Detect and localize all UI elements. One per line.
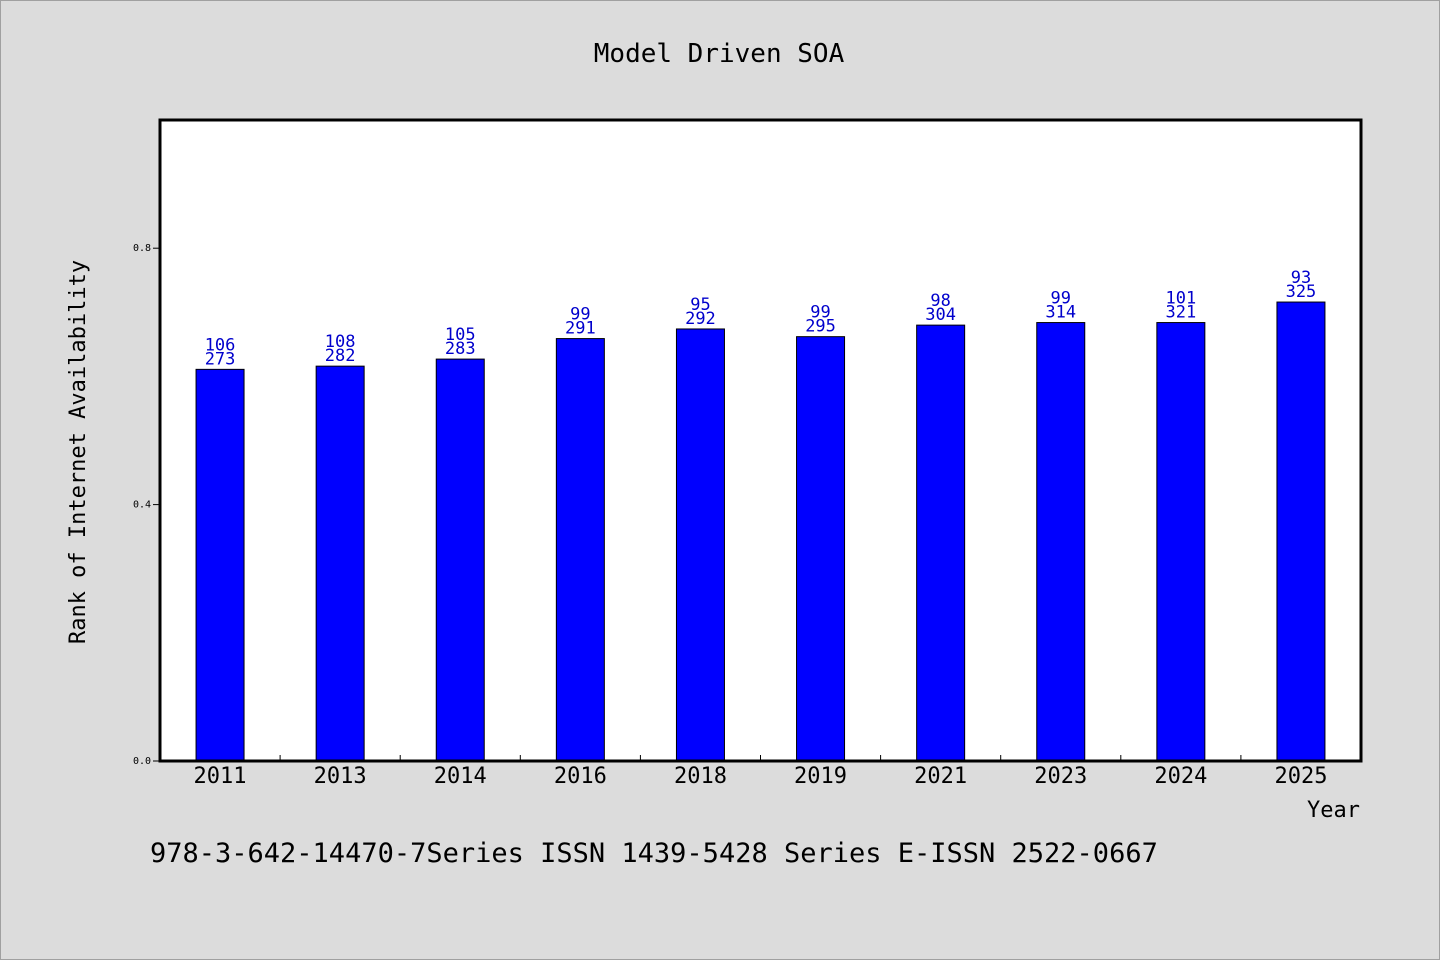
x-tick-label: 2024 <box>1154 764 1207 789</box>
data-label-top: 106 <box>205 335 236 355</box>
bar-2011 <box>195 368 245 762</box>
bar-2019 <box>796 336 846 762</box>
y-tick-label: 0.4 <box>133 500 151 511</box>
x-tick-label: 2016 <box>554 764 607 789</box>
x-axis-label: Year <box>1307 798 1360 823</box>
x-tick-label: 2014 <box>434 764 487 789</box>
data-label-top: 95 <box>690 295 710 315</box>
y-axis: 0.0 0.4 0.8 <box>133 243 160 767</box>
data-label-bottom: 295 <box>805 317 836 337</box>
bars-group <box>195 301 1326 762</box>
data-label-bottom: 304 <box>925 305 956 325</box>
bar-2013 <box>315 365 365 762</box>
x-tick-label: 2021 <box>914 764 967 789</box>
bar-2024 <box>1156 322 1206 762</box>
x-tick-label: 2019 <box>794 764 847 789</box>
bar-2021 <box>916 324 966 762</box>
data-label-top: 99 <box>810 303 830 323</box>
data-label-top: 105 <box>445 325 476 345</box>
data-label-bottom: 325 <box>1286 282 1317 302</box>
data-label-top: 99 <box>1051 289 1071 309</box>
bar-2025 <box>1276 301 1326 762</box>
x-tick-label: 2013 <box>314 764 367 789</box>
x-tick-label: 2025 <box>1274 764 1327 789</box>
data-label-top: 98 <box>930 291 950 311</box>
x-tick-label: 2018 <box>674 764 727 789</box>
data-label-bottom: 321 <box>1165 303 1196 323</box>
data-label-top: 108 <box>325 332 356 352</box>
bar-2014 <box>435 358 485 762</box>
data-label-bottom: 314 <box>1045 303 1076 323</box>
data-label-top: 101 <box>1165 289 1196 309</box>
plot-frame <box>158 118 1363 763</box>
data-label-top: 93 <box>1291 268 1311 288</box>
footer-text: 978-3-642-14470-7Series ISSN 1439-5428 S… <box>150 838 1158 869</box>
data-label-bottom: 282 <box>325 346 356 366</box>
chart-title: Model Driven SOA <box>594 39 845 69</box>
bar-2018 <box>675 328 725 762</box>
x-tick-label: 2011 <box>194 764 247 789</box>
bar-2023 <box>1036 322 1086 762</box>
y-tick-label: 0.8 <box>133 243 151 254</box>
data-label-bottom: 292 <box>685 309 716 329</box>
y-axis-label: Rank of Internet Availability <box>66 260 91 644</box>
data-label-bottom: 283 <box>445 339 476 359</box>
x-tick-label: 2023 <box>1034 764 1087 789</box>
x-axis: 2011 2013 2014 2016 2018 2019 2021 2023 2024 2025 <box>194 755 1327 789</box>
data-label-top: 99 <box>570 305 590 325</box>
bar-2016 <box>555 338 605 762</box>
data-label-bottom: 291 <box>565 319 596 339</box>
y-tick-label: 0.0 <box>133 756 151 767</box>
data-label-bottom: 273 <box>205 349 236 369</box>
